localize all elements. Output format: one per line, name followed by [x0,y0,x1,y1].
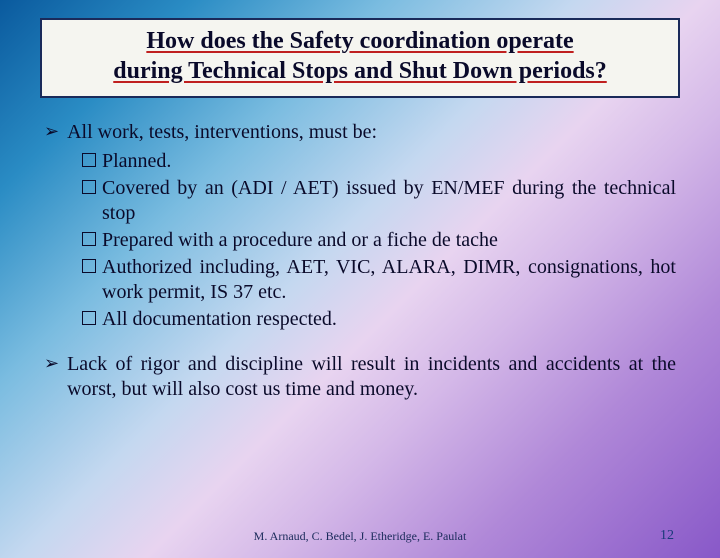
checkbox-icon [82,180,96,194]
sub-text: Covered by an (ADI / AET) issued by EN/M… [102,176,676,226]
checkbox-icon [82,311,96,325]
checkbox-icon [82,259,96,273]
bullet-0: ➢ All work, tests, interventions, must b… [44,120,676,145]
checkbox-icon [82,153,96,167]
sub-bullet: Prepared with a procedure and or a fiche… [82,228,676,253]
sub-bullet: Planned. [82,149,676,174]
bullet-1: ➢ Lack of rigor and discipline will resu… [44,352,676,402]
arrow-icon: ➢ [44,352,59,402]
bullet-1-text: Lack of rigor and discipline will result… [67,352,676,402]
sub-text: All documentation respected. [102,307,676,332]
sub-bullet: Covered by an (ADI / AET) issued by EN/M… [82,176,676,226]
sub-text: Authorized including, AET, VIC, ALARA, D… [102,255,676,305]
sub-text: Prepared with a procedure and or a fiche… [102,228,676,253]
title-box: How does the Safety coordination operate… [40,18,680,98]
checkbox-icon [82,232,96,246]
page-number: 12 [660,528,674,544]
title-line-1: How does the Safety coordination operate [52,26,668,56]
sub-bullet: All documentation respected. [82,307,676,332]
title-line-2: during Technical Stops and Shut Down per… [52,56,668,86]
footer-authors: M. Arnaud, C. Bedel, J. Etheridge, E. Pa… [0,529,720,544]
content-area: ➢ All work, tests, interventions, must b… [0,98,720,402]
sub-list-0: Planned. Covered by an (ADI / AET) issue… [82,149,676,332]
bullet-0-text: All work, tests, interventions, must be: [67,120,676,145]
sub-bullet: Authorized including, AET, VIC, ALARA, D… [82,255,676,305]
sub-text: Planned. [102,149,676,174]
arrow-icon: ➢ [44,120,59,145]
